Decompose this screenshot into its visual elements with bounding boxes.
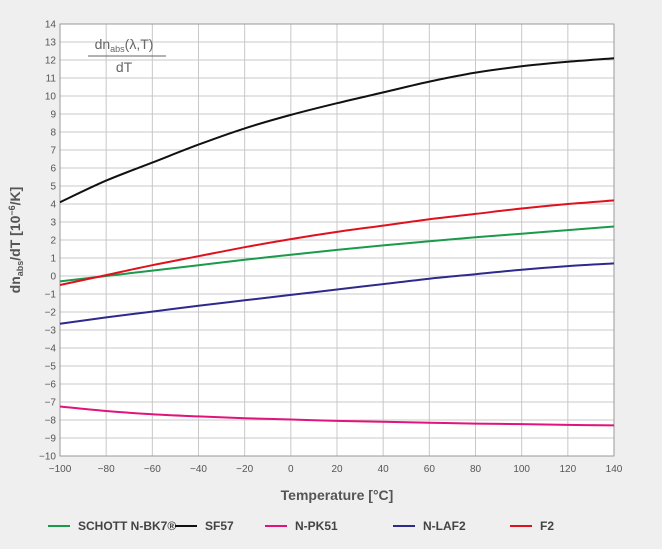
x-tick-label: 20 bbox=[331, 464, 343, 475]
legend-label-n-pk51: N-PK51 bbox=[295, 519, 338, 533]
x-tick-label: 80 bbox=[470, 464, 482, 475]
series-line-sf57 bbox=[59, 57, 615, 204]
y-tick-label: 1 bbox=[50, 254, 56, 265]
y-tick-label: −6 bbox=[45, 380, 57, 391]
y-tick-label: 2 bbox=[50, 236, 56, 247]
series-line-n-pk51 bbox=[59, 405, 615, 427]
x-tick-label: −100 bbox=[49, 464, 72, 475]
y-tick-label: −5 bbox=[45, 362, 57, 373]
legend-label-schott-n-bk7: SCHOTT N-BK7® bbox=[78, 519, 176, 533]
y-tick-label: 6 bbox=[50, 164, 56, 175]
x-tick-label: 60 bbox=[424, 464, 436, 475]
y-tick-label: −4 bbox=[45, 344, 57, 355]
y-tick-label: 0 bbox=[50, 272, 56, 283]
x-tick-label: −20 bbox=[236, 464, 253, 475]
y-tick-label: −8 bbox=[45, 416, 57, 427]
x-tick-label: −80 bbox=[98, 464, 115, 475]
y-tick-label: −10 bbox=[39, 452, 56, 463]
series-line-f2 bbox=[59, 199, 615, 286]
legend: SCHOTT N-BK7® SF57 N-PK51 N-LAF2 F2 bbox=[48, 519, 554, 533]
formula-annotation: dnabs(λ,T) dT bbox=[88, 36, 166, 75]
y-tick-label: 4 bbox=[50, 200, 56, 211]
y-tick-label: 9 bbox=[50, 110, 56, 121]
y-tick-label: −7 bbox=[45, 398, 57, 409]
y-tick-label: 5 bbox=[50, 182, 56, 193]
plot-frame bbox=[59, 23, 615, 457]
legend-label-sf57: SF57 bbox=[205, 519, 234, 533]
x-tick-label: 40 bbox=[378, 464, 390, 475]
x-tick-label: 0 bbox=[288, 464, 294, 475]
y-tick-label: 3 bbox=[50, 218, 56, 229]
x-tick-label: 120 bbox=[559, 464, 576, 475]
svg-text:dnabs(λ,T): dnabs(λ,T) bbox=[95, 36, 154, 54]
y-tick-label: 10 bbox=[45, 92, 57, 103]
y-tick-label: −3 bbox=[45, 326, 57, 337]
y-tick-label: 12 bbox=[45, 56, 57, 67]
x-tick-label: −40 bbox=[190, 464, 207, 475]
x-tick-label: 140 bbox=[606, 464, 623, 475]
axes: −10−9−8−7−6−5−4−3−2−10123456789101112131… bbox=[39, 20, 623, 476]
y-tick-label: 7 bbox=[50, 146, 56, 157]
y-tick-label: −9 bbox=[45, 434, 57, 445]
y-axis-title: dnabs/dT [10−6/K] bbox=[7, 187, 25, 294]
legend-label-f2: F2 bbox=[540, 519, 554, 533]
legend-label-n-laf2: N-LAF2 bbox=[423, 519, 466, 533]
series-layer bbox=[59, 57, 615, 427]
y-tick-label: 14 bbox=[45, 20, 57, 31]
y-tick-label: 13 bbox=[45, 38, 57, 49]
x-tick-label: −60 bbox=[144, 464, 161, 475]
series-line-schott-n-bk7 bbox=[59, 225, 615, 283]
y-tick-label: −1 bbox=[45, 290, 57, 301]
y-tick-label: 11 bbox=[46, 74, 57, 85]
series-line-n-laf2 bbox=[59, 262, 615, 325]
x-tick-label: 100 bbox=[513, 464, 530, 475]
svg-text:dT: dT bbox=[116, 59, 133, 75]
y-tick-label: 8 bbox=[50, 128, 56, 139]
x-axis-title: Temperature [°C] bbox=[281, 487, 394, 503]
y-tick-label: −2 bbox=[45, 308, 57, 319]
